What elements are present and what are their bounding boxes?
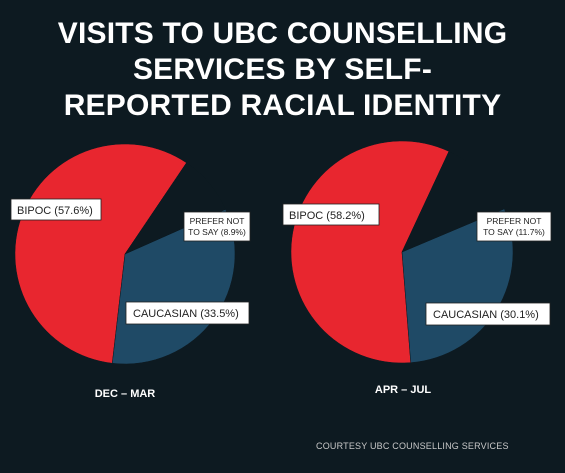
page-title: VISITS TO UBC COUNSELLING SERVICES BY SE…: [0, 16, 565, 124]
label-caucasian-apr-jul-text: CAUCASIAN (30.1%): [433, 309, 539, 321]
title-line-3: REPORTED RACIAL IDENTITY: [63, 89, 502, 122]
slice-bipoc-apr-jul: [290, 140, 450, 364]
label-bipoc-dec-mar-text: BIPOC (57.6%): [17, 205, 93, 217]
pie-chart-apr-jul: BIPOC (58.2%) PREFER NOT TO SAY (11.7%) …: [282, 140, 552, 396]
label-prefer-not-dec-mar-line-2: TO SAY (8.9%): [188, 227, 246, 237]
label-bipoc-apr-jul-text: BIPOC (58.2%): [289, 210, 365, 222]
slice-prefer-not-dec-mar: [124, 162, 226, 255]
label-prefer-not-apr-jul-line-2: TO SAY (11.7%): [483, 227, 545, 237]
pie-chart-dec-mar: BIPOC (57.6%) PREFER NOT TO SAY (8.9%) C…: [10, 143, 251, 400]
label-prefer-not-dec-mar: PREFER NOT TO SAY (8.9%): [183, 211, 251, 242]
title-line-2: SERVICES BY SELF-: [132, 53, 433, 86]
label-bipoc-dec-mar: BIPOC (57.6%): [10, 198, 102, 221]
credit-line: COURTESY UBC COUNSELLING SERVICES: [316, 441, 509, 451]
slice-prefer-not-apr-jul: [401, 151, 505, 253]
label-caucasian-dec-mar-text: CAUCASIAN (33.5%): [133, 308, 239, 320]
label-bipoc-apr-jul: BIPOC (58.2%): [282, 203, 380, 226]
label-prefer-not-apr-jul: PREFER NOT TO SAY (11.7%): [476, 211, 552, 242]
label-prefer-not-apr-jul-line-1: PREFER NOT: [487, 216, 542, 226]
period-label-apr-jul: APR – JUL: [375, 384, 432, 396]
title-line-1: VISITS TO UBC COUNSELLING: [57, 17, 508, 50]
label-caucasian-apr-jul: CAUCASIAN (30.1%): [425, 302, 551, 326]
period-label-dec-mar: DEC – MAR: [95, 388, 156, 400]
label-prefer-not-dec-mar-line-1: PREFER NOT: [190, 216, 245, 226]
label-caucasian-dec-mar: CAUCASIAN (33.5%): [125, 301, 250, 325]
